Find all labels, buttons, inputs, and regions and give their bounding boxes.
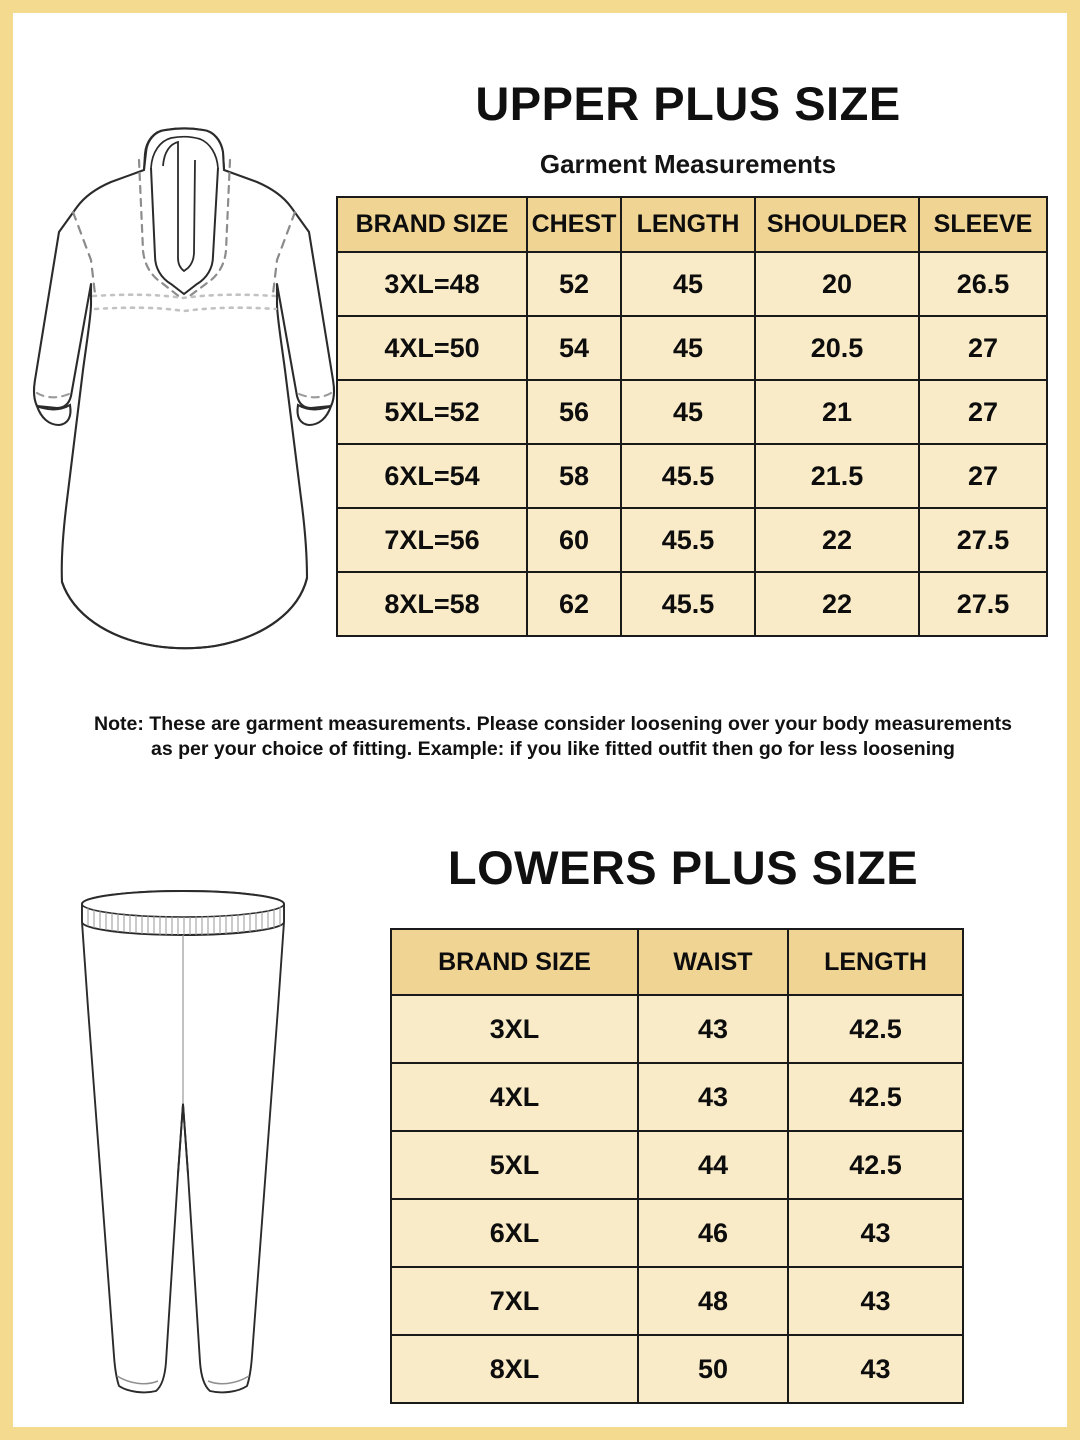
table-row: 3XL 43 42.5	[390, 994, 964, 1064]
cell-sleeve: 27.5	[918, 571, 1048, 637]
kurta-technical-drawing-svg	[32, 127, 336, 650]
trouser-illustration	[38, 868, 328, 1428]
cell-brand-size: 5XL=52	[336, 379, 528, 445]
lowers-size-table-container: BRAND SIZE WAIST LENGTH 3XL 43 42.5 4XL …	[390, 928, 964, 1404]
cell-waist: 43	[637, 1062, 789, 1132]
table-row: 7XL 48 43	[390, 1266, 964, 1336]
cell-chest: 62	[526, 571, 622, 637]
page-canvas: UPPER PLUS SIZE Garment Measurements	[13, 13, 1067, 1427]
cell-waist: 46	[637, 1198, 789, 1268]
cell-waist: 50	[637, 1334, 789, 1404]
measurement-note: Note: These are garment measurements. Pl…	[73, 712, 1033, 762]
cell-length: 42.5	[787, 994, 964, 1064]
cell-brand-size: 4XL=50	[336, 315, 528, 381]
cell-length: 45.5	[620, 507, 756, 573]
lowers-col-waist: WAIST	[637, 928, 789, 996]
upper-col-length: LENGTH	[620, 196, 756, 253]
cell-length: 45	[620, 315, 756, 381]
table-row: 6XL=54 58 45.5 21.5 27	[336, 443, 1048, 509]
lowers-col-length: LENGTH	[787, 928, 964, 996]
cell-brand-size: 4XL	[390, 1062, 639, 1132]
table-row: 4XL=50 54 45 20.5 27	[336, 315, 1048, 381]
cell-length: 43	[787, 1334, 964, 1404]
cell-brand-size: 3XL	[390, 994, 639, 1064]
cell-shoulder: 22	[754, 507, 920, 573]
cell-brand-size: 6XL	[390, 1198, 639, 1268]
cell-sleeve: 27	[918, 443, 1048, 509]
cell-length: 45.5	[620, 571, 756, 637]
cell-length: 45	[620, 251, 756, 317]
cell-sleeve: 27	[918, 315, 1048, 381]
cell-length: 43	[787, 1266, 964, 1336]
cell-brand-size: 6XL=54	[336, 443, 528, 509]
note-line-1: Note: These are garment measurements. Pl…	[94, 713, 1012, 735]
lowers-table-header-row: BRAND SIZE WAIST LENGTH	[390, 928, 964, 996]
cell-chest: 54	[526, 315, 622, 381]
cell-sleeve: 27.5	[918, 507, 1048, 573]
trouser-technical-drawing-svg	[81, 890, 285, 1394]
upper-col-shoulder: SHOULDER	[754, 196, 920, 253]
cell-shoulder: 20.5	[754, 315, 920, 381]
cell-waist: 43	[637, 994, 789, 1064]
upper-table-header-row: BRAND SIZE CHEST LENGTH SHOULDER SLEEVE	[336, 196, 1048, 253]
note-line-2: as per your choice of fitting. Example: …	[151, 738, 955, 760]
upper-section-title: UPPER PLUS SIZE	[475, 77, 901, 130]
cell-chest: 58	[526, 443, 622, 509]
cell-brand-size: 8XL	[390, 1334, 639, 1404]
table-row: 4XL 43 42.5	[390, 1062, 964, 1132]
upper-size-table-container: BRAND SIZE CHEST LENGTH SHOULDER SLEEVE …	[336, 196, 1048, 637]
cell-sleeve: 26.5	[918, 251, 1048, 317]
cell-length: 45	[620, 379, 756, 445]
cell-chest: 52	[526, 251, 622, 317]
upper-col-brand-size: BRAND SIZE	[336, 196, 528, 253]
upper-col-chest: CHEST	[526, 196, 622, 253]
cell-shoulder: 22	[754, 571, 920, 637]
cell-shoulder: 21	[754, 379, 920, 445]
lowers-section-title: LOWERS PLUS SIZE	[447, 841, 919, 894]
cell-waist: 44	[637, 1130, 789, 1200]
lowers-col-brand-size: BRAND SIZE	[390, 928, 639, 996]
cell-waist: 48	[637, 1266, 789, 1336]
cell-length: 43	[787, 1198, 964, 1268]
table-row: 8XL 50 43	[390, 1334, 964, 1404]
cell-brand-size: 3XL=48	[336, 251, 528, 317]
table-row: 7XL=56 60 45.5 22 27.5	[336, 507, 1048, 573]
cell-shoulder: 21.5	[754, 443, 920, 509]
cell-brand-size: 5XL	[390, 1130, 639, 1200]
cell-sleeve: 27	[918, 379, 1048, 445]
cell-brand-size: 7XL	[390, 1266, 639, 1336]
table-row: 5XL 44 42.5	[390, 1130, 964, 1200]
upper-col-sleeve: SLEEVE	[918, 196, 1048, 253]
table-row: 5XL=52 56 45 21 27	[336, 379, 1048, 445]
table-row: 8XL=58 62 45.5 22 27.5	[336, 571, 1048, 637]
cell-brand-size: 7XL=56	[336, 507, 528, 573]
cell-shoulder: 20	[754, 251, 920, 317]
cell-brand-size: 8XL=58	[336, 571, 528, 637]
cell-length: 42.5	[787, 1130, 964, 1200]
cell-chest: 56	[526, 379, 622, 445]
cell-length: 42.5	[787, 1062, 964, 1132]
cell-length: 45.5	[620, 443, 756, 509]
upper-size-table: BRAND SIZE CHEST LENGTH SHOULDER SLEEVE …	[336, 196, 1048, 637]
cell-chest: 60	[526, 507, 622, 573]
table-row: 3XL=48 52 45 20 26.5	[336, 251, 1048, 317]
table-row: 6XL 46 43	[390, 1198, 964, 1268]
lowers-size-table: BRAND SIZE WAIST LENGTH 3XL 43 42.5 4XL …	[390, 928, 964, 1404]
upper-section-subtitle: Garment Measurements	[539, 149, 837, 179]
kurta-illustration	[15, 108, 345, 668]
